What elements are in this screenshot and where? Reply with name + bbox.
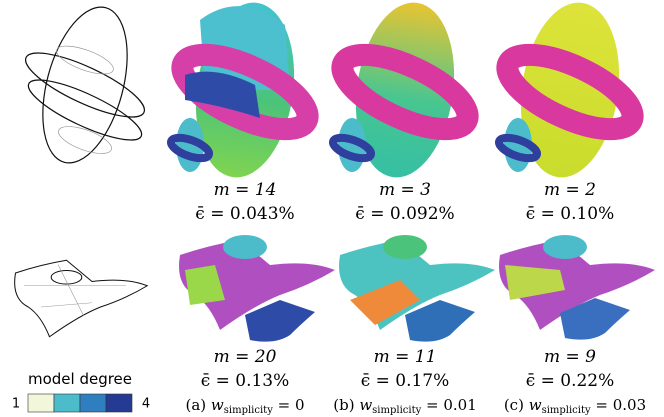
caption: (c) wsimplicity = 0.03 <box>504 396 646 416</box>
error: ϵ̄ = 0.13% <box>201 371 290 391</box>
legend: model degree 1 4 <box>12 370 150 413</box>
render-c-top <box>495 2 644 178</box>
render-a-bottom <box>179 235 335 342</box>
caption-label: (c) <box>504 396 524 414</box>
error: ϵ̄ = 0.17% <box>361 371 450 391</box>
caption-variable: w <box>211 396 224 414</box>
error: ϵ̄ = 0.10% <box>526 204 615 224</box>
caption-value: = 0.03 <box>591 396 647 414</box>
caption-variable: w <box>529 396 542 414</box>
caption-subscript: simplicity <box>372 405 421 416</box>
render-b-bottom <box>339 235 495 342</box>
model-count: m = 14 <box>214 180 277 200</box>
caption-value: = 0 <box>273 396 305 414</box>
model-count: m = 20 <box>214 347 277 367</box>
caption: (a) wsimplicity = 0 <box>185 396 304 416</box>
captions: (a) wsimplicity = 0 (b) wsimplicity = 0.… <box>185 396 646 416</box>
error: ϵ̄ = 0.22% <box>526 371 615 391</box>
caption: (b) wsimplicity = 0.01 <box>333 396 477 416</box>
caption-subscript: simplicity <box>224 405 273 416</box>
error: ϵ̄ = 0.043% <box>195 204 294 224</box>
legend-swatch <box>27 393 55 413</box>
render-a-top <box>167 2 319 178</box>
legend-max: 4 <box>142 397 150 412</box>
legend-swatch <box>53 393 81 413</box>
legend-min: 1 <box>12 397 20 412</box>
model-count: m = 3 <box>379 180 431 200</box>
model-count: m = 11 <box>374 347 437 367</box>
sketch-ship <box>14 259 148 338</box>
model-count: m = 2 <box>544 180 596 200</box>
caption-subscript: simplicity <box>542 405 591 416</box>
caption-label: (b) <box>333 396 354 414</box>
render-c-bottom <box>499 235 655 340</box>
render-b-top <box>329 2 479 178</box>
legend-title: model degree <box>28 370 132 388</box>
legend-swatch <box>79 393 107 413</box>
error: ϵ̄ = 0.092% <box>355 204 454 224</box>
model-count: m = 9 <box>544 347 596 367</box>
labels: m = 14 ϵ̄ = 0.043% m = 3 ϵ̄ = 0.092% m =… <box>195 180 614 391</box>
caption-variable: w <box>359 396 372 414</box>
sketch-ellipsoid <box>25 6 145 164</box>
legend-swatch <box>105 393 133 413</box>
caption-label: (a) <box>185 396 206 414</box>
caption-value: = 0.01 <box>421 396 477 414</box>
